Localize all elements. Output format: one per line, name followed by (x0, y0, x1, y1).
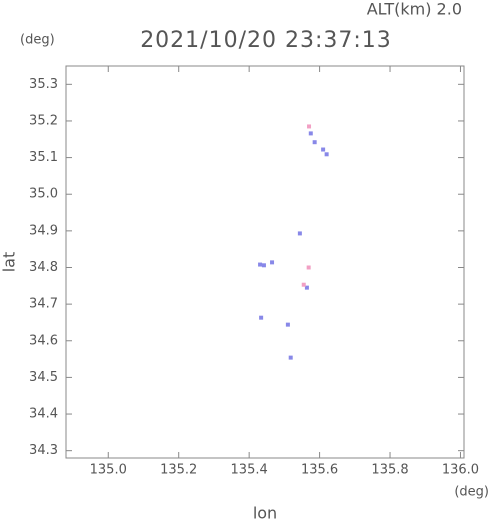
x-tick-label: 135.0 (90, 463, 127, 478)
y-tick-label: 34.5 (29, 370, 58, 385)
x-axis-label: lon (253, 504, 277, 521)
point (321, 147, 326, 152)
y-tick-label: 34.7 (29, 297, 58, 312)
point (308, 131, 313, 136)
point (258, 262, 263, 267)
y-axis-label: lat (0, 252, 19, 273)
y-tick-label: 34.9 (29, 223, 58, 238)
altitude-label: ALT(km) 2.0 (367, 0, 462, 19)
point (288, 355, 293, 360)
y-unit: (deg) (20, 33, 55, 48)
x-tick-label: 135.8 (371, 463, 408, 478)
x-tick-label: 136.0 (442, 463, 479, 478)
point (259, 315, 264, 320)
x-tick-label: 135.6 (301, 463, 338, 478)
point (307, 124, 312, 129)
point (285, 322, 290, 327)
point (312, 140, 317, 145)
y-tick-label: 34.4 (29, 407, 58, 422)
y-tick-label: 34.8 (29, 260, 58, 275)
point (301, 282, 306, 287)
y-tick-label: 34.6 (29, 333, 58, 348)
x-tick-label: 135.2 (160, 463, 197, 478)
y-tick-label: 35.0 (29, 187, 58, 202)
point (297, 231, 302, 236)
x-unit: (deg) (454, 485, 489, 500)
y-tick-label: 34.3 (29, 443, 58, 458)
y-tick-label: 35.3 (29, 77, 58, 92)
y-tick-label: 35.2 (29, 113, 58, 128)
point (306, 265, 311, 270)
point (304, 285, 309, 290)
point (270, 260, 275, 265)
y-tick-label: 35.1 (29, 150, 58, 165)
point (324, 152, 329, 157)
x-tick-label: 135.4 (231, 463, 268, 478)
chart-title: 2021/10/20 23:37:13 (140, 28, 392, 53)
plot-frame (65, 65, 465, 459)
point (261, 263, 266, 268)
